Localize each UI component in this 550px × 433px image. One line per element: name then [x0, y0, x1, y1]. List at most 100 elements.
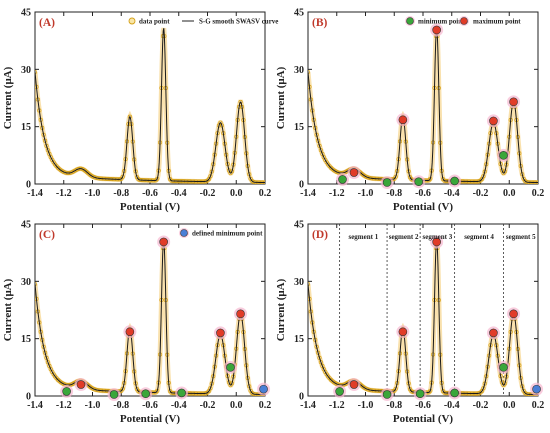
panel-a-ytick-label: 15: [21, 122, 31, 133]
panel-c-ytick-label: 0: [26, 392, 31, 403]
panel-c-data-point: [208, 386, 213, 391]
panel-a-series-layer: [35, 27, 265, 184]
panel-b-maximum-point-marker: [489, 116, 498, 126]
panel-c-data-point: [35, 281, 38, 287]
panel-d-defined-minimum-point-marker: [532, 384, 541, 394]
panel-c-maximum-point-marker: [76, 380, 86, 389]
panel-b-data-point: [481, 174, 486, 179]
panel-a-data-point: [47, 151, 52, 157]
panel-c-maximum-point-marker: [125, 327, 135, 337]
panel-c-xtick-label: 0.0: [230, 400, 243, 411]
panel-b-xtick-label: -1.4: [300, 188, 316, 199]
panel-d: -1.4 -1.2 -1.0 -0.8 -0.6 -0.4 -0.2 0.0 0.2 0 15 30 4…: [275, 220, 544, 426]
panel-a-xlabel: Potential (V): [120, 201, 181, 213]
panel-d-maximum-point-marker: [398, 327, 408, 337]
panel-c-label: (C): [39, 229, 55, 241]
panel-a-xtick-label: -0.2: [200, 188, 216, 199]
panel-b-ytick-label: 15: [294, 122, 304, 133]
panel-a-ytick-label: 30: [21, 65, 31, 76]
panel-c-xtick-label: -0.8: [113, 400, 129, 411]
panel-b-data-point: [318, 148, 323, 153]
panel-a-ytick-label: 0: [26, 180, 31, 191]
panel-b-xlabel: Potential (V): [393, 201, 454, 213]
panel-c-data-point: [45, 360, 50, 365]
panel-a: -1.4 -1.2 -1.0 -0.8 -0.6 -0.4 -0.2 0.0 0.2 0 15 30 4…: [2, 8, 278, 214]
panel-b-minimum-point-marker: [382, 178, 392, 187]
panel-d-minimum-point-marker: [382, 390, 392, 399]
panel-b-xtick-label: -1.2: [329, 188, 345, 199]
panel-a-ylabel: Current (μA): [2, 66, 14, 129]
panel-d-minimum-point-marker: [335, 387, 344, 396]
panel-c-data-point: [47, 363, 52, 369]
panel-d-segment-label: segment 2: [389, 233, 419, 241]
panel-d-maximum-point-marker: [349, 380, 359, 389]
panel-c-plot-area: -1.4 -1.2 -1.0 -0.8 -0.6 -0.4 -0.2 0.0 0.2 0 15 30 4…: [21, 220, 271, 412]
panel-b-legend-marker: [406, 17, 414, 25]
panel-c-xlabel: Potential (V): [120, 413, 181, 425]
panel-b-minimum-point-marker: [499, 151, 508, 160]
panel-b-xtick-label: -0.6: [415, 188, 431, 199]
panel-b-legend-marker: [460, 17, 468, 25]
panel-c-maximum-point-marker: [216, 328, 225, 338]
panel-d-xtick-label: -0.4: [444, 400, 460, 411]
panel-b-minimum-point-marker: [414, 177, 423, 187]
panel-d-xtick-label: -1.0: [358, 400, 374, 411]
panel-b-maximum-point-marker: [509, 97, 518, 107]
panel-c-xtick-label: -0.2: [200, 400, 216, 411]
panel-d-maximum-point-marker: [509, 309, 518, 319]
panel-c-maximum-point-marker: [159, 237, 168, 247]
panel-a-xtick-label: -0.6: [142, 188, 158, 199]
panel-c-legend-marker: [180, 229, 188, 237]
panel-c-minimum-point-marker: [141, 389, 150, 399]
panel-d-label: (D): [312, 229, 328, 241]
panel-b-maximum-point-marker: [432, 25, 441, 35]
panel-b-xtick-label: -0.8: [386, 188, 402, 199]
panel-c-xtick-label: -1.0: [85, 400, 101, 411]
panel-b-legend: minimum point maximum point: [405, 16, 521, 26]
panel-a-data-point: [238, 99, 243, 104]
panel-d-maximum-point-marker: [489, 328, 498, 338]
panel-b-minimum-point-marker: [450, 176, 459, 186]
panel-d-ytick-label: 15: [294, 334, 304, 345]
panel-c-ytick-label: 45: [21, 220, 31, 231]
panel-b-ytick-label: 45: [294, 8, 304, 19]
panel-c: -1.4 -1.2 -1.0 -0.8 -0.6 -0.4 -0.2 0.0 0.2 0 15 30 4…: [2, 220, 271, 426]
panel-b-minimum-point-marker: [338, 175, 347, 184]
panel-b-xtick-label: -0.2: [473, 188, 489, 199]
panel-b-label: (B): [312, 17, 328, 29]
panel-a-data-point: [45, 148, 50, 153]
panel-a-xtick-label: -1.0: [85, 188, 101, 199]
panel-d-xtick-label: 0.0: [503, 400, 516, 411]
panel-d-xtick-label: 0.2: [532, 400, 545, 411]
panel-d-segment-label: segment 1: [348, 233, 378, 241]
panel-a-xtick-label: -1.4: [27, 188, 43, 199]
panel-d-minimum-point-marker: [415, 389, 425, 399]
panel-c-minimum-point-marker: [226, 363, 235, 372]
panel-d-xtick-label: -1.4: [300, 400, 316, 411]
panel-c-minimum-point-marker: [109, 390, 119, 399]
panel-b-xtick-label: 0.2: [532, 188, 545, 199]
panel-a-legend-marker: [128, 17, 136, 25]
panel-c-ytick-label: 15: [21, 334, 31, 345]
panel-a-xtick-label: -0.8: [113, 188, 129, 199]
panel-b-data-point: [320, 151, 325, 157]
panel-c-legend-label: defined minimum point: [192, 230, 263, 238]
panel-b-legend-label: maximum point: [473, 18, 521, 26]
panel-c-xtick-label: 0.2: [259, 400, 272, 411]
panel-a-legend-label: data point: [139, 18, 170, 26]
panel-b-xtick-label: 0.0: [503, 188, 516, 199]
panel-d-data-point: [308, 281, 311, 287]
panel-a-data-point: [120, 174, 125, 179]
panel-b-ytick-label: 30: [294, 65, 304, 76]
panel-b-data-point: [393, 174, 398, 179]
panel-b-xtick-label: -0.4: [444, 188, 460, 199]
panel-d-segment-label: segment 5: [506, 233, 536, 241]
panel-c-minimum-point-marker: [62, 387, 71, 396]
panel-d-xlabel: Potential (V): [393, 413, 454, 425]
panel-d-maximum-point-marker: [432, 237, 441, 247]
panel-d-data-point: [318, 360, 323, 365]
panel-c-minimum-point-marker: [177, 388, 186, 398]
panel-d-data-point: [393, 386, 398, 391]
panel-c-ylabel: Current (μA): [2, 278, 14, 341]
